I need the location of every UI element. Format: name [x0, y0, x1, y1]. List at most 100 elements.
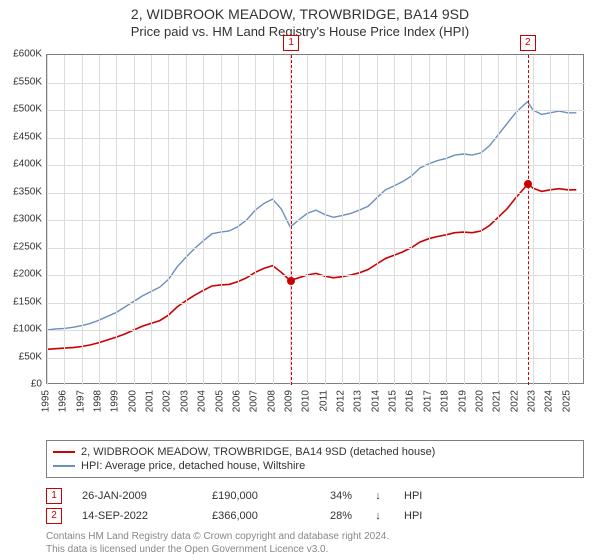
- y-tick-label: £200K: [13, 269, 42, 280]
- x-tick-label: 2019: [457, 390, 468, 412]
- sale-comparison: HPI: [404, 510, 422, 522]
- x-axis-labels: 1995199619971998199920002001200220032004…: [46, 386, 584, 436]
- legend-swatch: [53, 451, 75, 453]
- sale-row: 126-JAN-2009£190,00034%↓HPI: [46, 486, 422, 506]
- down-arrow-icon: ↓: [372, 510, 384, 522]
- legend-row: 2, WIDBROOK MEADOW, TROWBRIDGE, BA14 9SD…: [53, 445, 577, 459]
- y-tick-label: £400K: [13, 159, 42, 170]
- gridline-h: [47, 303, 585, 304]
- gridline-h: [47, 193, 585, 194]
- x-tick-label: 2017: [422, 390, 433, 412]
- gridline-v: [568, 55, 569, 385]
- y-axis-labels: £0£50K£100K£150K£200K£250K£300K£350K£400…: [2, 54, 42, 384]
- x-tick-label: 2016: [405, 390, 416, 412]
- down-arrow-icon: ↓: [372, 490, 384, 502]
- gridline-v: [516, 55, 517, 385]
- x-tick-label: 2008: [266, 390, 277, 412]
- sale-price: £366,000: [212, 510, 292, 522]
- y-tick-label: £450K: [13, 131, 42, 142]
- gridline-v: [168, 55, 169, 385]
- gridline-v: [446, 55, 447, 385]
- gridline-v: [359, 55, 360, 385]
- x-tick-label: 2023: [526, 390, 537, 412]
- gridline-v: [99, 55, 100, 385]
- chart: 12 £0£50K£100K£150K£200K£250K£300K£350K£…: [46, 54, 584, 404]
- sale-marker-box: 1: [283, 35, 299, 51]
- legend-swatch: [53, 465, 75, 467]
- sale-number-box: 2: [46, 508, 62, 524]
- gridline-v: [377, 55, 378, 385]
- plot-area: 12: [46, 54, 584, 384]
- x-tick-label: 2009: [283, 390, 294, 412]
- gridline-v: [411, 55, 412, 385]
- sale-marker-line: [528, 55, 529, 385]
- y-tick-label: £300K: [13, 214, 42, 225]
- x-tick-label: 2001: [145, 390, 156, 412]
- x-tick-label: 2002: [162, 390, 173, 412]
- sale-marker-box: 2: [520, 35, 536, 51]
- gridline-v: [464, 55, 465, 385]
- gridline-h: [47, 83, 585, 84]
- gridline-v: [429, 55, 430, 385]
- sale-marker-line: [291, 55, 292, 385]
- sale-date: 26-JAN-2009: [82, 490, 192, 502]
- gridline-v: [255, 55, 256, 385]
- x-tick-label: 1998: [93, 390, 104, 412]
- gridline-v: [203, 55, 204, 385]
- gridline-h: [47, 275, 585, 276]
- x-tick-label: 2013: [353, 390, 364, 412]
- legend: 2, WIDBROOK MEADOW, TROWBRIDGE, BA14 9SD…: [46, 440, 584, 478]
- gridline-v: [116, 55, 117, 385]
- title-line-1: 2, WIDBROOK MEADOW, TROWBRIDGE, BA14 9SD: [0, 6, 600, 22]
- gridline-v: [186, 55, 187, 385]
- title-line-2: Price paid vs. HM Land Registry's House …: [0, 24, 600, 39]
- gridline-v: [533, 55, 534, 385]
- footer: Contains HM Land Registry data © Crown c…: [46, 530, 389, 556]
- x-tick-label: 2018: [440, 390, 451, 412]
- x-tick-label: 2003: [179, 390, 190, 412]
- gridline-v: [394, 55, 395, 385]
- sale-point-dot: [287, 277, 295, 285]
- x-tick-label: 2015: [388, 390, 399, 412]
- x-tick-label: 2011: [318, 390, 329, 412]
- gridline-h: [47, 248, 585, 249]
- x-tick-label: 1996: [58, 390, 69, 412]
- gridline-v: [273, 55, 274, 385]
- series-hpi: [47, 102, 576, 330]
- gridline-h: [47, 220, 585, 221]
- sale-row: 2 14-SEP-2022 £366,000 28% ↓ HPI: [46, 506, 422, 526]
- sale-pct: 34%: [312, 490, 352, 502]
- sale-date: 14-SEP-2022: [82, 510, 192, 522]
- x-tick-label: 2025: [561, 390, 572, 412]
- footer-line-1: Contains HM Land Registry data © Crown c…: [46, 530, 389, 543]
- x-tick-label: 1999: [110, 390, 121, 412]
- y-tick-label: £550K: [13, 76, 42, 87]
- x-tick-label: 1995: [41, 390, 52, 412]
- gridline-v: [481, 55, 482, 385]
- x-tick-label: 2006: [231, 390, 242, 412]
- x-tick-label: 2020: [474, 390, 485, 412]
- gridline-v: [342, 55, 343, 385]
- y-tick-label: £50K: [19, 351, 42, 362]
- x-tick-label: 2000: [127, 390, 138, 412]
- y-tick-label: £150K: [13, 296, 42, 307]
- sale-pct: 28%: [312, 510, 352, 522]
- x-tick-label: 2012: [336, 390, 347, 412]
- sales-table: 126-JAN-2009£190,00034%↓HPI214-SEP-2022£…: [46, 486, 422, 526]
- y-tick-label: £600K: [13, 49, 42, 60]
- gridline-v: [64, 55, 65, 385]
- gridline-v: [221, 55, 222, 385]
- x-tick-label: 2004: [197, 390, 208, 412]
- gridline-v: [498, 55, 499, 385]
- gridline-v: [82, 55, 83, 385]
- gridline-h: [47, 330, 585, 331]
- x-tick-label: 2007: [249, 390, 260, 412]
- sale-price: £190,000: [212, 490, 292, 502]
- gridline-v: [47, 55, 48, 385]
- legend-label: HPI: Average price, detached house, Wilt…: [81, 460, 305, 472]
- series-property: [47, 184, 576, 350]
- legend-row: HPI: Average price, detached house, Wilt…: [53, 459, 577, 473]
- sale-comparison: HPI: [404, 490, 422, 502]
- gridline-v: [238, 55, 239, 385]
- y-tick-label: £0: [31, 379, 42, 390]
